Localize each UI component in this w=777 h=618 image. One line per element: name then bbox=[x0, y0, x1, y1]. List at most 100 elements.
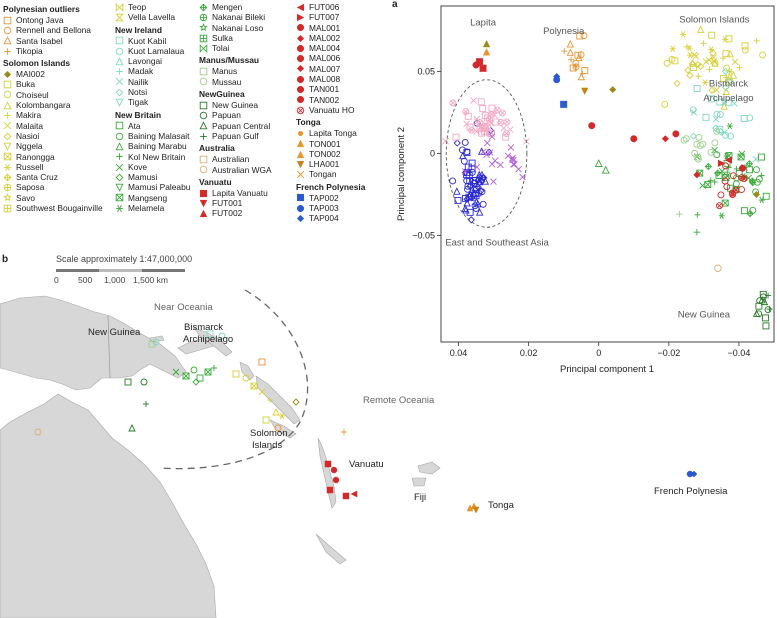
cluster-point bbox=[717, 127, 725, 136]
cluster-point bbox=[673, 79, 681, 88]
cluster-point bbox=[709, 49, 717, 57]
map-sample-marker bbox=[204, 368, 212, 376]
sample-point bbox=[482, 39, 491, 48]
legend-marker-icon bbox=[296, 170, 305, 179]
legend-item-label: Mangseng bbox=[128, 192, 168, 203]
legend-item-label: Mamusi Paleabu bbox=[128, 182, 191, 193]
legend-item: MAL008 bbox=[296, 74, 365, 84]
legend-item: Papuan Central bbox=[199, 121, 272, 131]
cluster-point bbox=[466, 123, 474, 131]
legend-item-label: Southwest Bougainville bbox=[16, 203, 103, 214]
cluster-point bbox=[695, 134, 703, 141]
map-sample-marker bbox=[172, 368, 180, 376]
panel-b-label: b bbox=[2, 254, 9, 265]
scale-tick-0: 0 bbox=[54, 275, 59, 285]
legend-marker-icon bbox=[199, 121, 208, 130]
cluster-point bbox=[715, 172, 723, 179]
legend-item-label: MAL001 bbox=[309, 22, 341, 33]
legend-marker-icon bbox=[3, 152, 12, 161]
cluster-point bbox=[706, 66, 713, 73]
cluster-point bbox=[464, 112, 472, 120]
pca-annotation-label: Lapita bbox=[470, 18, 497, 29]
cluster-point bbox=[749, 206, 757, 214]
legend-item: Kolombangara bbox=[3, 100, 103, 110]
cluster-point bbox=[507, 144, 515, 151]
cluster-point bbox=[716, 110, 724, 118]
cluster-point bbox=[755, 310, 763, 318]
cluster-point bbox=[684, 66, 692, 74]
pca-annotation-label: New Guinea bbox=[678, 309, 731, 320]
cluster-point bbox=[737, 153, 745, 161]
legend-item-label: Sulka bbox=[212, 32, 233, 43]
legend-marker-icon bbox=[296, 96, 305, 104]
legend-marker-icon bbox=[3, 132, 12, 141]
cluster-point bbox=[463, 198, 471, 207]
cluster-point bbox=[723, 152, 730, 160]
cluster-point bbox=[493, 106, 501, 114]
legend-item: Papuan bbox=[199, 110, 272, 120]
cluster-point bbox=[727, 132, 735, 140]
cluster-point bbox=[711, 139, 719, 147]
legend-item-label: Mengen bbox=[212, 2, 243, 12]
sample-point bbox=[693, 228, 701, 236]
cluster-point bbox=[449, 177, 457, 185]
cluster-point bbox=[735, 170, 743, 177]
cluster-point bbox=[499, 109, 506, 117]
cluster-point bbox=[762, 314, 769, 322]
pca-annotation-label: Polynesia bbox=[543, 26, 585, 37]
sample-point bbox=[609, 85, 617, 94]
x-tick-label: 0.02 bbox=[520, 348, 538, 358]
legend-item-label: Buka bbox=[16, 79, 36, 90]
legend-marker-icon bbox=[115, 13, 124, 22]
cluster-point bbox=[702, 79, 709, 86]
legend-marker-icon bbox=[296, 3, 305, 11]
map-sample-marker bbox=[34, 428, 42, 436]
map-sample-marker bbox=[258, 388, 266, 396]
cluster-point bbox=[479, 200, 487, 208]
legend-column: Mengen Nakanai Bileki Nakanai Loso Sulka Tol… bbox=[199, 2, 272, 219]
legend-marker-icon bbox=[115, 36, 124, 45]
scale-bar: Scale approximately 1:47,000,000 0 500 1… bbox=[54, 254, 192, 285]
sample-point bbox=[693, 171, 701, 179]
legend-item: FUT006 bbox=[296, 2, 365, 12]
legend-marker-icon bbox=[115, 142, 124, 151]
cluster-point bbox=[740, 115, 748, 122]
legend-item: Mamusi bbox=[115, 172, 190, 182]
legend-group-title: New Britain bbox=[115, 109, 162, 120]
legend-item-label: Kolombangara bbox=[16, 100, 71, 111]
cluster-point bbox=[729, 172, 737, 180]
legend-marker-icon bbox=[3, 91, 12, 99]
cluster-point bbox=[577, 72, 586, 81]
cluster-point bbox=[453, 187, 461, 195]
cluster-point bbox=[721, 67, 730, 76]
cluster-point bbox=[700, 40, 707, 47]
cluster-point bbox=[693, 140, 701, 148]
cluster-point bbox=[561, 48, 568, 55]
legend-item: TAP002 bbox=[296, 193, 365, 203]
cluster-point bbox=[708, 95, 715, 103]
cluster-point bbox=[712, 124, 720, 132]
legend-item-label: Australian bbox=[212, 154, 250, 165]
legend-marker-icon bbox=[199, 111, 208, 120]
cluster-point bbox=[479, 148, 487, 156]
map-sample-marker bbox=[292, 398, 300, 406]
cluster-point bbox=[694, 60, 702, 69]
cluster-point bbox=[442, 137, 449, 145]
legend-group-title: New Ireland bbox=[115, 24, 163, 35]
cluster-point bbox=[476, 124, 484, 131]
border-line bbox=[107, 315, 111, 379]
legend-item: MAL006 bbox=[296, 53, 365, 63]
legend-item: LHA001 bbox=[296, 159, 365, 169]
map-sample-marker bbox=[148, 340, 156, 348]
legend-group-title: Tonga bbox=[296, 117, 321, 128]
legend-item-label: FUT002 bbox=[212, 208, 243, 219]
cluster-point bbox=[723, 64, 731, 72]
map-sample-marker bbox=[190, 366, 198, 374]
legend-item: Santa Cruz bbox=[3, 172, 103, 182]
legend-item: Tongan bbox=[296, 169, 365, 179]
map-markers bbox=[34, 330, 698, 514]
map-sample-marker bbox=[324, 460, 332, 468]
legend-marker-icon bbox=[296, 24, 305, 32]
legend-group-title: Solomon Islands bbox=[3, 58, 71, 69]
fiji-landmass bbox=[417, 461, 441, 475]
